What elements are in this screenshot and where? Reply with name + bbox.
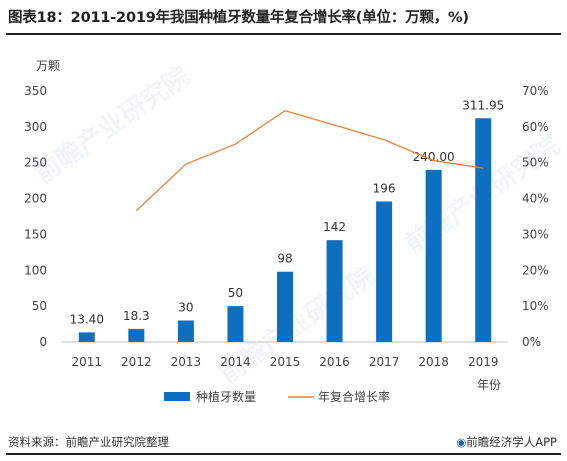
bar-value-label: 30 (178, 300, 193, 314)
x-tick-label: 2014 (220, 355, 251, 369)
y-tick-label: 300 (24, 120, 47, 134)
y-tick-label: 150 (24, 227, 47, 241)
bar-data-labels: 13.40 18.3 30 50 98 142 196 240.00 311.95 (70, 98, 505, 326)
bar (78, 332, 95, 342)
bar (227, 306, 244, 342)
y2-tick-label: 30% (522, 227, 549, 241)
bar (376, 201, 393, 342)
credit: ◉前瞻经济学人APP (456, 434, 557, 450)
title-divider (6, 33, 561, 35)
bar-value-label: 311.95 (462, 98, 504, 112)
bar-value-label: 240.00 (413, 150, 455, 164)
bar-value-label: 98 (277, 252, 292, 266)
legend: 种植牙数量 年复合增长率 (164, 389, 390, 404)
y2-tick-label: 0% (522, 335, 541, 349)
bar (326, 240, 343, 342)
legend-bar-label: 种植牙数量 (196, 389, 256, 404)
bar-series (78, 118, 492, 342)
x-axis-ticks: 2011 2012 2013 2014 2015 2016 2017 2018 2019 (72, 355, 499, 369)
bar (475, 118, 492, 342)
y-tick-label: 200 (24, 192, 47, 206)
x-tick-label: 2016 (319, 355, 350, 369)
x-tick-label: 2011 (72, 355, 103, 369)
bar-value-label: 13.40 (70, 312, 104, 326)
y-axis-ticks: 0 50 100 150 200 250 300 350 (24, 84, 47, 349)
bar-value-label: 50 (228, 286, 243, 300)
bar-value-label: 196 (373, 181, 396, 195)
y-tick-label: 0 (39, 335, 47, 349)
x-tick-label: 2015 (270, 355, 301, 369)
legend-line-label: 年复合增长率 (318, 389, 390, 404)
x-tick-label: 2019 (468, 355, 499, 369)
x-tick-label: 2017 (369, 355, 400, 369)
growth-rate-line (135, 110, 484, 212)
bar (128, 328, 145, 342)
x-axis-label: 年份 (477, 378, 501, 392)
bar (425, 169, 442, 342)
bar-value-label: 142 (323, 220, 346, 234)
y-axis-label: 万颗 (36, 59, 60, 73)
brand-logo-icon: ◉ (456, 435, 467, 449)
x-tick-label: 2013 (171, 355, 202, 369)
legend-bar-swatch (164, 392, 190, 401)
y2-tick-label: 40% (522, 192, 549, 206)
y2-tick-label: 20% (522, 263, 549, 277)
bar (277, 271, 293, 342)
y-tick-label: 350 (24, 84, 47, 98)
y2-tick-label: 70% (522, 84, 549, 98)
y-tick-label: 250 (24, 156, 47, 170)
credit-text: 前瞻经济学人APP (466, 435, 557, 449)
y2-axis-ticks: 0% 10% 20% 30% 40% 50% 60% 70% (522, 84, 549, 349)
bar (177, 320, 194, 342)
y-tick-label: 50 (32, 299, 47, 313)
y-tick-label: 100 (24, 263, 47, 277)
bar-value-label: 18.3 (123, 309, 150, 323)
chart-title: 图表18：2011-2019年我国种植牙数量年复合增长率(单位：万颗，%) (8, 10, 469, 26)
y2-tick-label: 50% (522, 156, 549, 170)
source-note: 资料来源：前瞻产业研究院整理 (8, 435, 169, 449)
y2-tick-label: 10% (522, 299, 549, 313)
line-series (135, 110, 484, 212)
x-tick-label: 2012 (121, 355, 152, 369)
footer-divider (6, 453, 561, 455)
x-tick-label: 2018 (418, 355, 449, 369)
y2-tick-label: 60% (522, 120, 549, 134)
